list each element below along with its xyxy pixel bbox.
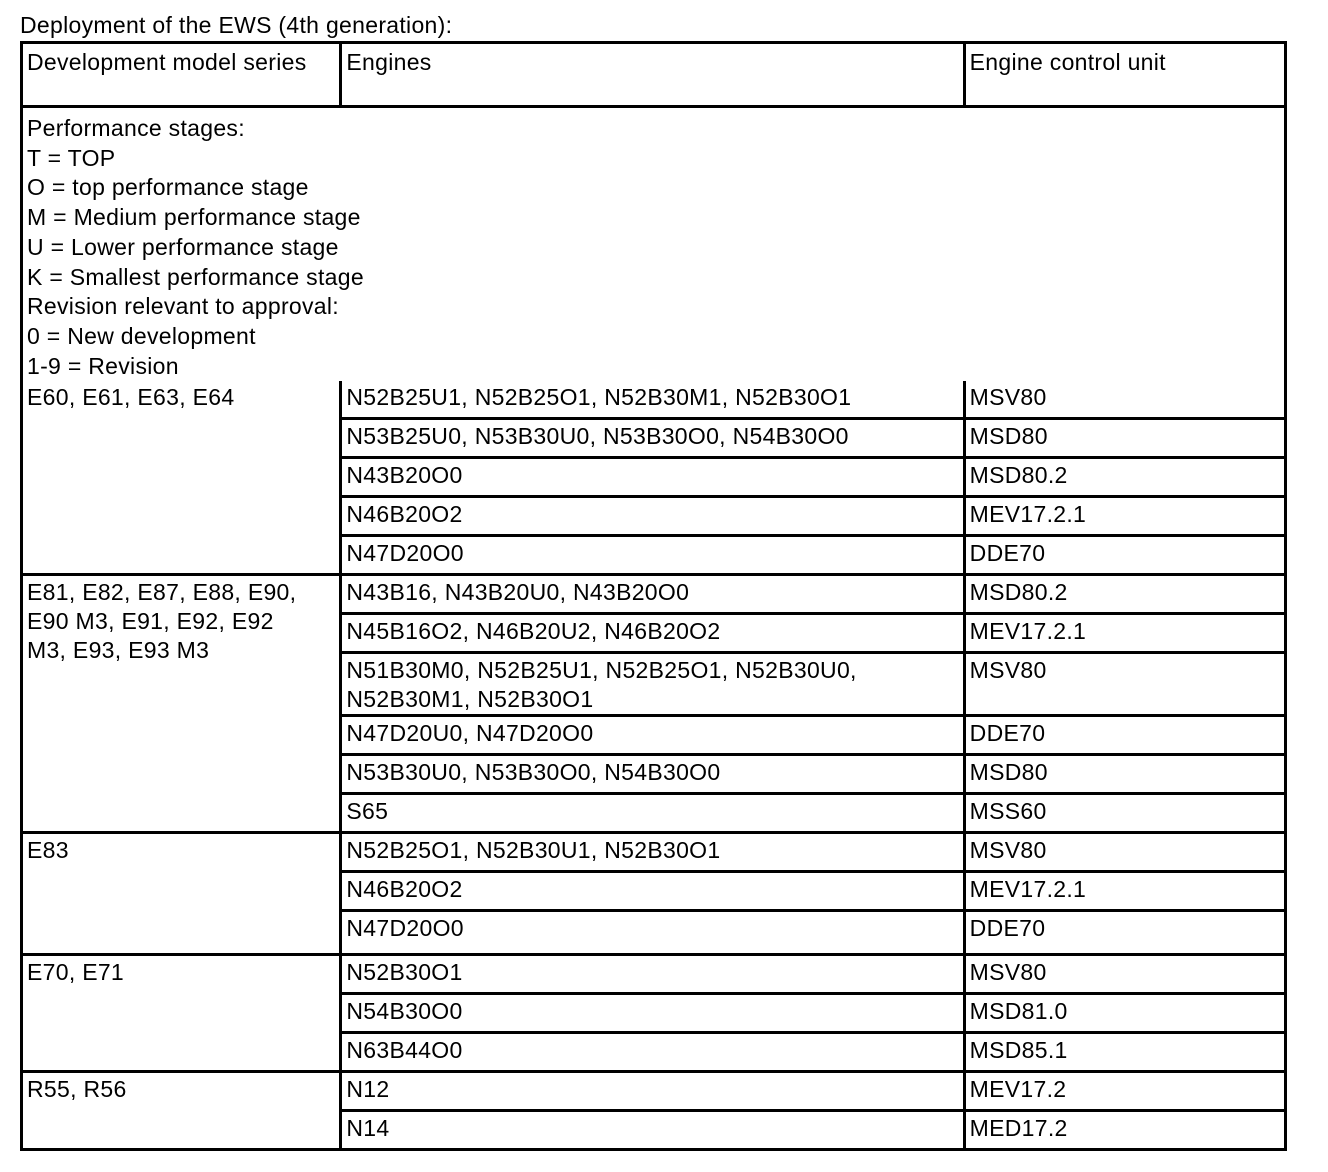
- legend-row: Performance stages: T = TOP O = top perfor…: [20, 105, 1287, 382]
- ecu-cell: MEV17.2.1: [962, 495, 1288, 538]
- legend-line: 0 = New development: [27, 322, 256, 349]
- table-row: S65 MSS60: [22, 792, 1288, 835]
- model-series-cell: R55, R56: [19, 1070, 343, 1152]
- table-row: N46B20O2 MEV17.2.1: [22, 870, 1288, 913]
- table-row: N43B20O0 MSD80.2: [22, 456, 1288, 499]
- header-series: Development model series: [19, 41, 343, 108]
- legend-line: 1-9 = Revision: [27, 352, 179, 379]
- legend-line: K = Smallest performance stage: [27, 263, 364, 290]
- ecu-cell: MEV17.2.1: [962, 612, 1288, 655]
- ecu-cell: MSD80.2: [962, 456, 1288, 499]
- table-row: E70, E71 N52B30O1 MSV80: [19, 953, 1288, 1074]
- engines-cell: N53B30U0, N53B30O0, N54B30O0: [339, 753, 966, 796]
- header-ecu: Engine control unit: [962, 41, 1288, 108]
- ecu-cell: MSD85.1: [962, 1031, 1288, 1074]
- engines-cell: S65: [339, 792, 966, 835]
- table-row: E83 N52B25O1, N52B30U1, N52B30O1 MSV80: [19, 831, 1288, 957]
- engines-cell: N63B44O0: [339, 1031, 966, 1074]
- engines-cell: N47D20O0: [339, 909, 966, 957]
- table-row: N53B25U0, N53B30U0, N53B30O0, N54B30O0 MS…: [22, 417, 1288, 460]
- table-caption: Deployment of the EWS (4th generation):: [20, 12, 453, 38]
- ecu-cell: MED17.2: [962, 1109, 1288, 1152]
- engines-cell: N45B16O2, N46B20U2, N46B20O2: [339, 612, 966, 655]
- engines-cell: N43B20O0: [339, 456, 966, 499]
- legend-line: U = Lower performance stage: [27, 233, 339, 260]
- model-series-cell: E70, E71: [19, 953, 343, 1074]
- table-row: E60, E61, E63, E64 N52B25U1, N52B25O1, N5…: [19, 381, 1288, 577]
- ecu-cell: DDE70: [962, 909, 1288, 957]
- engines-cell: N51B30M0, N52B25U1, N52B25O1, N52B30U0, …: [339, 651, 966, 718]
- legend-line: O = top performance stage: [27, 174, 309, 201]
- engines-cell: N46B20O2: [339, 495, 966, 538]
- table-row: N53B30U0, N53B30O0, N54B30O0 MSD80: [22, 753, 1288, 796]
- table-row: R55, R56 N12 MEV17.2: [19, 1070, 1288, 1152]
- ecu-cell: DDE70: [962, 534, 1288, 577]
- table-row: N47D20U0, N47D20O0 DDE70: [22, 714, 1288, 757]
- engines-cell: N52B30O1: [339, 953, 966, 996]
- engines-cell: N12: [339, 1070, 966, 1113]
- engines-cell: N52B25O1, N52B30U1, N52B30O1: [339, 831, 966, 874]
- header-row: Development model series Engines Engine …: [19, 41, 1288, 108]
- table-row: E81, E82, E87, E88, E90, E90 M3, E91, E9…: [19, 573, 1288, 835]
- ecu-cell: MSD80: [962, 417, 1288, 460]
- engines-cell: N47D20O0: [339, 534, 966, 577]
- ecu-cell: MSV80: [962, 381, 1288, 421]
- legend-cell: Performance stages: T = TOP O = top perfor…: [20, 105, 1287, 382]
- ecu-cell: MSD80.2: [962, 573, 1288, 616]
- table-row: N51B30M0, N52B25U1, N52B25O1, N52B30U0, …: [22, 651, 1288, 718]
- ews-deployment-table: Development model series Engines Engine …: [19, 41, 1288, 1152]
- engines-cell: N54B30O0: [339, 992, 966, 1035]
- ecu-cell: MEV17.2.1: [962, 870, 1288, 913]
- legend-line: Revision relevant to approval:: [27, 293, 339, 320]
- model-series-cell: E81, E82, E87, E88, E90, E90 M3, E91, E9…: [19, 573, 343, 835]
- ecu-cell: DDE70: [962, 714, 1288, 757]
- legend-line: T = TOP: [27, 144, 116, 171]
- engines-cell: N47D20U0, N47D20O0: [339, 714, 966, 757]
- table-row: N54B30O0 MSD81.0: [22, 992, 1288, 1035]
- ecu-cell: MSS60: [962, 792, 1288, 835]
- table-row: N63B44O0 MSD85.1: [22, 1031, 1288, 1074]
- table-row: N14 MED17.2: [22, 1109, 1288, 1152]
- engines-cell: N46B20O2: [339, 870, 966, 913]
- legend-line: Performance stages:: [27, 115, 245, 141]
- engines-cell: N43B16, N43B20U0, N43B20O0: [339, 573, 966, 616]
- table-row: N46B20O2 MEV17.2.1: [22, 495, 1288, 538]
- model-series-cell: E60, E61, E63, E64: [19, 381, 343, 577]
- header-engines: Engines: [339, 41, 966, 108]
- ecu-cell: MSD80: [962, 753, 1288, 796]
- engines-cell: N52B25U1, N52B25O1, N52B30M1, N52B30O1: [339, 381, 966, 421]
- ecu-cell: MEV17.2: [962, 1070, 1288, 1113]
- ecu-cell: MSV80: [962, 651, 1288, 718]
- table-row: N47D20O0 DDE70: [22, 534, 1288, 577]
- ecu-cell: MSV80: [962, 953, 1288, 996]
- engines-cell: N53B25U0, N53B30U0, N53B30O0, N54B30O0: [339, 417, 966, 460]
- table-row: N47D20O0 DDE70: [22, 909, 1288, 957]
- table-row: N45B16O2, N46B20U2, N46B20O2 MEV17.2.1: [22, 612, 1288, 655]
- model-series-cell: E83: [19, 831, 343, 957]
- legend-line: M = Medium performance stage: [27, 204, 361, 231]
- ecu-cell: MSV80: [962, 831, 1288, 874]
- ecu-cell: MSD81.0: [962, 992, 1288, 1035]
- engines-cell: N14: [339, 1109, 966, 1152]
